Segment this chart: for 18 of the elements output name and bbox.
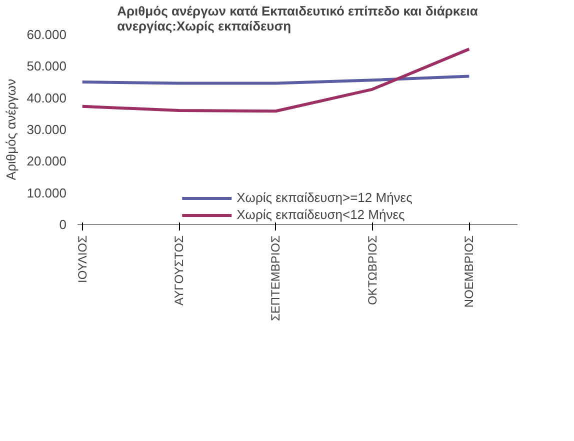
x-tick-label: ΣΕΠΤΕΜΒΡΙΟΣ [268,235,283,322]
y-tick-label: 20.000 [26,154,67,169]
y-tick-label: 40.000 [26,90,67,106]
line-series [80,74,471,85]
y-tick-label: 30.000 [26,122,67,137]
x-tick-label: ΑΥΓΟΥΣΤΟΣ [172,235,186,306]
legend-label: Χωρίς εκπαίδευση<12 Μήνες [236,207,405,222]
x-tick-label: ΙΟΥΛΙΟΣ [75,235,90,283]
x-tick-label: ΝΟΕΜΒΡΙΟΣ [462,236,476,308]
y-tick-label: 10.000 [26,185,67,200]
y-tick-label: 0 [59,217,67,232]
chart-title: Αριθμός ανέργων κατά Εκπαιδευτικό επίπεδο και διάρκεια ανεργίας:Χωρίς εκπαίδευση [117,4,478,34]
y-axis-title: Αριθμός ανέργων [4,78,19,180]
y-tick-label: 60.000 [26,27,67,42]
x-tick-label: ΟΚΤΩΒΡΙΟΣ [365,236,380,306]
legend-label: Χωρίς εκπαίδευση>=12 Μήνες [236,190,412,205]
y-tick-label: 50.000 [26,58,67,74]
line-series [80,48,471,113]
